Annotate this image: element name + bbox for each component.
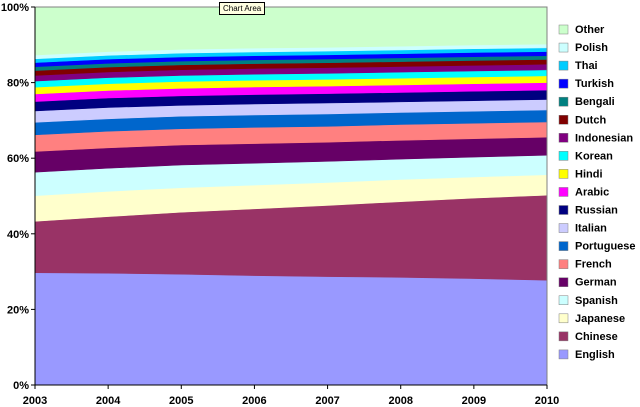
- legend-item-russian[interactable]: Russian: [558, 205, 618, 217]
- legend-swatch: [558, 96, 569, 107]
- legend-label: French: [575, 259, 612, 271]
- legend-label: Other: [575, 24, 605, 36]
- area-english[interactable]: [34, 272, 548, 386]
- legend-swatch: [558, 187, 569, 197]
- x-tick-label: 2007: [315, 395, 339, 407]
- legend-item-polish[interactable]: Polish: [558, 42, 608, 54]
- legend-swatch: [558, 331, 569, 342]
- x-tick-label: 2010: [535, 395, 559, 407]
- x-tick-label: 2006: [242, 395, 266, 407]
- legend-item-italian[interactable]: Italian: [558, 223, 607, 235]
- y-tick-label: 20%: [7, 304, 29, 316]
- legend-swatch: [558, 42, 569, 53]
- y-tick-label: 80%: [7, 78, 29, 90]
- legend-swatch: [558, 24, 569, 35]
- axes-group: 0% 20% 40% 60% 80% 100% 2003 2004 2005 2006 2007 20…: [1, 2, 559, 407]
- legend-item-thai[interactable]: Thai: [558, 60, 598, 72]
- legend-swatch: [558, 313, 569, 324]
- legend-item-other[interactable]: Other: [558, 24, 605, 36]
- legend-swatch: [558, 115, 569, 125]
- y-tick-label: 0%: [13, 380, 29, 392]
- y-tick-label: 60%: [7, 153, 29, 165]
- legend-item-french[interactable]: French: [558, 259, 612, 271]
- legend-label: Hindi: [575, 168, 603, 180]
- legend-swatch: [558, 133, 569, 143]
- legend-label: Indonesian: [575, 132, 633, 144]
- legend-swatch: [558, 277, 569, 287]
- legend-label: Arabic: [575, 186, 609, 198]
- legend-swatch: [558, 78, 569, 89]
- legend-swatch: [558, 60, 569, 71]
- legend-item-arabic[interactable]: Arabic: [558, 186, 609, 198]
- legend-label: Thai: [575, 60, 598, 72]
- legend-swatch: [558, 349, 569, 360]
- legend-label: Turkish: [575, 78, 614, 90]
- legend-item-hindi[interactable]: Hindi: [558, 168, 603, 180]
- y-tick-label: 100%: [1, 2, 29, 14]
- legend-label: Italian: [575, 223, 607, 235]
- legend-swatch: [558, 205, 569, 215]
- legend-swatch: [558, 169, 569, 179]
- legend-swatch: [558, 259, 569, 269]
- x-tick-label: 2004: [96, 395, 121, 407]
- legend-label: Russian: [575, 205, 618, 217]
- x-tick-label: 2003: [23, 395, 47, 407]
- legend-label: Japanese: [575, 313, 625, 325]
- legend-label: Portuguese: [575, 241, 636, 253]
- legend-swatch: [558, 295, 569, 305]
- legend-item-korean[interactable]: Korean: [558, 150, 613, 162]
- legend-item-german[interactable]: German: [558, 277, 617, 289]
- legend-label: Bengali: [575, 96, 615, 108]
- x-tick-label: 2005: [169, 395, 193, 407]
- legend-item-english[interactable]: English: [558, 349, 615, 361]
- legend-item-chinese[interactable]: Chinese: [558, 331, 618, 343]
- legend-swatch: [558, 151, 569, 161]
- legend-label: Polish: [575, 42, 608, 54]
- legend-label: Dutch: [575, 114, 606, 126]
- legend-swatch: [558, 223, 569, 233]
- legend[interactable]: Other Polish Thai Turkish Bengali Dutch Indone…: [553, 18, 637, 361]
- legend-label: Spanish: [575, 295, 618, 307]
- y-tick-label: 40%: [7, 229, 29, 241]
- x-tick-label: 2009: [462, 395, 486, 407]
- legend-item-portuguese[interactable]: Portuguese: [558, 241, 636, 253]
- legend-item-bengali[interactable]: Bengali: [558, 96, 615, 108]
- legend-item-japanese[interactable]: Japanese: [558, 313, 625, 325]
- legend-label: German: [575, 277, 617, 289]
- area-series-group: [34, 6, 548, 386]
- legend-item-indonesian[interactable]: Indonesian: [558, 132, 633, 144]
- legend-item-turkish[interactable]: Turkish: [558, 78, 614, 90]
- legend-label: Chinese: [575, 331, 618, 343]
- legend-swatch: [558, 241, 569, 251]
- legend-label: English: [575, 349, 615, 361]
- chart-area-tooltip: Chart Area: [219, 2, 266, 15]
- x-tick-label: 2008: [388, 395, 412, 407]
- legend-item-spanish[interactable]: Spanish: [558, 295, 618, 307]
- legend-item-dutch[interactable]: Dutch: [558, 114, 606, 126]
- legend-label: Korean: [575, 150, 613, 162]
